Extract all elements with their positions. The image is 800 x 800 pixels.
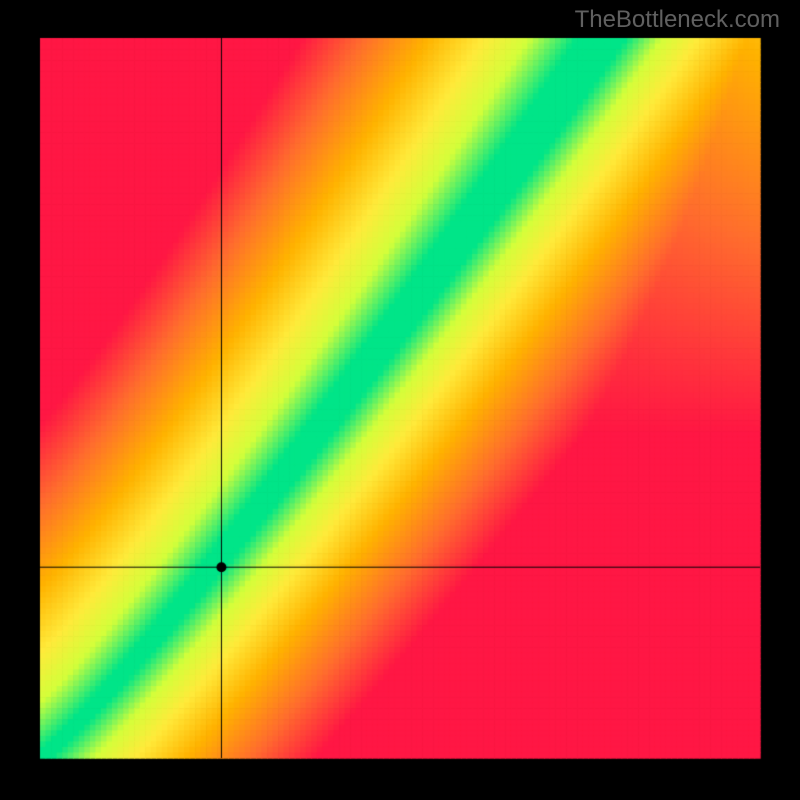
watermark-text: TheBottleneck.com: [575, 6, 780, 34]
chart-container: TheBottleneck.com: [0, 0, 800, 800]
heatmap-canvas: [0, 0, 800, 800]
